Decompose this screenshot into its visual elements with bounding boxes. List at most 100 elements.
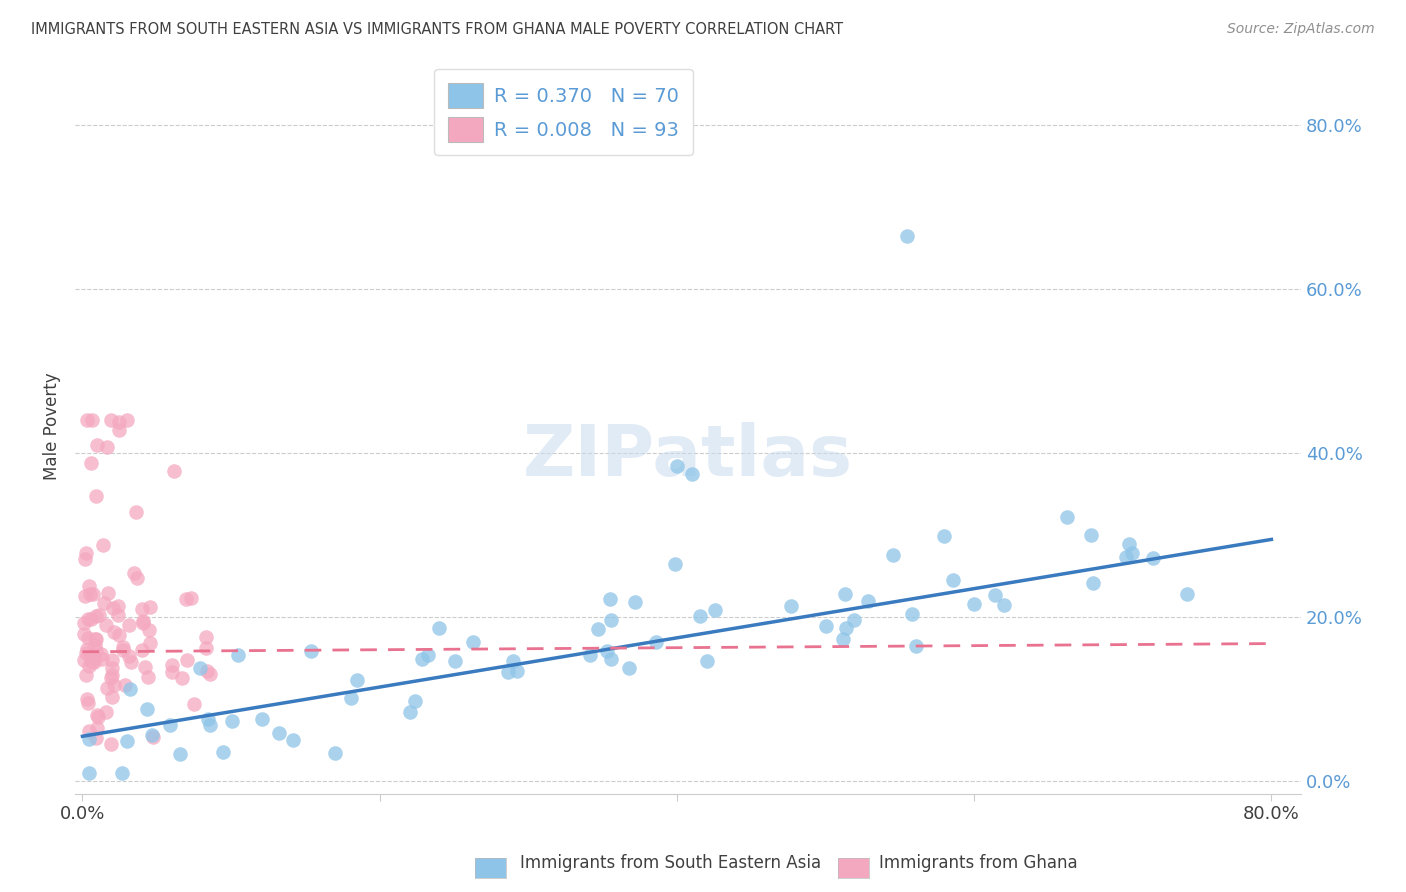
- Point: [645, 634, 668, 648]
- Point: [80, 413, 103, 427]
- Point: [834, 587, 856, 601]
- Point: [101, 600, 124, 615]
- Point: [73, 589, 96, 603]
- Point: [100, 737, 122, 751]
- Point: [107, 599, 129, 613]
- Point: [84, 489, 107, 503]
- Point: [112, 640, 135, 654]
- Point: [75, 546, 97, 560]
- Point: [96, 681, 118, 695]
- Point: [416, 648, 439, 662]
- Point: [107, 607, 129, 622]
- Point: [183, 697, 205, 711]
- Point: [211, 745, 233, 759]
- Point: [136, 670, 159, 684]
- Point: [1081, 576, 1104, 591]
- Point: [780, 599, 803, 613]
- Point: [160, 665, 183, 680]
- Point: [176, 653, 198, 667]
- Point: [1175, 587, 1198, 601]
- Point: [170, 671, 193, 685]
- Point: [1121, 546, 1143, 560]
- Point: [993, 598, 1015, 612]
- Point: [619, 661, 641, 675]
- Point: [502, 654, 524, 668]
- Point: [120, 655, 142, 669]
- Point: [86, 707, 108, 722]
- Point: [180, 591, 202, 606]
- Point: [75, 646, 97, 660]
- Point: [101, 661, 124, 675]
- Point: [73, 652, 96, 666]
- Point: [86, 632, 108, 646]
- Y-axis label: Male Poverty: Male Poverty: [44, 373, 60, 481]
- Point: [77, 579, 100, 593]
- Point: [195, 630, 218, 644]
- Point: [91, 652, 114, 666]
- Point: [704, 602, 727, 616]
- Point: [404, 693, 426, 707]
- Point: [506, 665, 529, 679]
- Point: [814, 619, 837, 633]
- Text: Immigrants from South Eastern Asia: Immigrants from South Eastern Asia: [520, 855, 821, 872]
- Point: [80, 456, 103, 470]
- Point: [398, 706, 420, 720]
- Point: [97, 586, 120, 600]
- Point: [983, 588, 1005, 602]
- Point: [169, 747, 191, 762]
- Point: [93, 538, 115, 552]
- Point: [141, 728, 163, 742]
- Point: [228, 648, 250, 662]
- Point: [87, 608, 110, 623]
- Point: [142, 730, 165, 744]
- Point: [101, 653, 124, 667]
- Text: Source: ZipAtlas.com: Source: ZipAtlas.com: [1227, 22, 1375, 37]
- Point: [427, 621, 450, 635]
- Point: [96, 440, 118, 454]
- Point: [835, 622, 858, 636]
- Point: [136, 702, 159, 716]
- Point: [103, 678, 125, 692]
- Point: [77, 696, 100, 710]
- Point: [80, 655, 103, 669]
- Point: [252, 712, 274, 726]
- Text: IMMIGRANTS FROM SOUTH EASTERN ASIA VS IMMIGRANTS FROM GHANA MALE POVERTY CORRELA: IMMIGRANTS FROM SOUTH EASTERN ASIA VS IM…: [31, 22, 844, 37]
- Point: [83, 655, 105, 669]
- Point: [84, 632, 107, 647]
- Point: [93, 596, 115, 610]
- Point: [117, 649, 139, 664]
- Point: [1142, 551, 1164, 566]
- Point: [346, 673, 368, 687]
- Point: [188, 660, 211, 674]
- Point: [94, 705, 117, 719]
- Point: [882, 549, 904, 563]
- Point: [108, 415, 131, 429]
- Point: [80, 611, 103, 625]
- Point: [1056, 510, 1078, 524]
- Point: [94, 618, 117, 632]
- Point: [664, 557, 686, 571]
- Point: [77, 766, 100, 780]
- Point: [118, 617, 141, 632]
- Point: [107, 423, 129, 437]
- Point: [963, 597, 986, 611]
- Point: [75, 551, 97, 566]
- Point: [198, 718, 221, 732]
- Point: [84, 609, 107, 624]
- Point: [681, 467, 703, 481]
- Point: [124, 566, 146, 580]
- Point: [496, 665, 519, 680]
- Point: [579, 648, 602, 662]
- Point: [599, 613, 621, 627]
- Point: [198, 667, 221, 681]
- Point: [75, 668, 97, 682]
- Point: [115, 734, 138, 748]
- Point: [1115, 550, 1137, 565]
- Point: [77, 732, 100, 747]
- Point: [76, 691, 98, 706]
- Point: [163, 464, 186, 478]
- Point: [842, 613, 865, 627]
- Point: [600, 651, 623, 665]
- Point: [125, 571, 148, 585]
- Point: [77, 659, 100, 673]
